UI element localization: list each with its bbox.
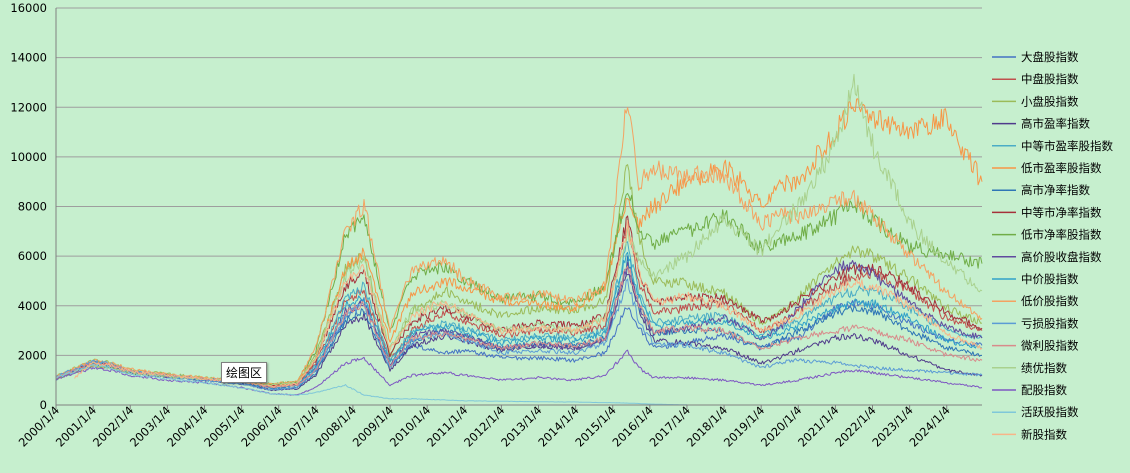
legend: 大盘股指数中盘股指数小盘股指数高市盈率指数中等市盈率股指数低市盈率股指数高市净率…	[992, 50, 1113, 441]
legend-label: 新股指数	[1021, 427, 1067, 441]
legend-label: 中等市盈率股指数	[1021, 139, 1113, 153]
legend-label: 中盘股指数	[1021, 72, 1079, 86]
legend-label: 高市净率指数	[1021, 183, 1090, 197]
legend-label: 微利股指数	[1021, 339, 1079, 353]
legend-label: 低市盈率股指数	[1021, 161, 1102, 175]
series-line	[55, 164, 983, 387]
series-line	[55, 278, 983, 391]
y-tick-label: 8000	[18, 200, 47, 214]
legend-label: 亏损股指数	[1021, 316, 1079, 330]
legend-label: 中价股指数	[1021, 272, 1079, 286]
y-tick-label: 6000	[18, 249, 47, 263]
legend-label: 低市净率股指数	[1021, 228, 1102, 242]
series-line	[55, 107, 983, 385]
legend-label: 高市盈率指数	[1021, 117, 1090, 131]
series-line	[55, 251, 982, 389]
series-line	[55, 255, 982, 390]
series-line	[55, 349, 983, 396]
y-tick-label: 16000	[10, 1, 47, 15]
y-tick-label: 12000	[10, 100, 47, 114]
series-line	[55, 98, 983, 387]
axes: 0200040006000800010000120001400016000200…	[10, 1, 982, 450]
y-tick-label: 2000	[18, 348, 47, 362]
y-tick-label: 14000	[10, 51, 47, 65]
series-line	[55, 297, 983, 389]
series-lines	[55, 73, 983, 406]
y-tick-label: 0	[40, 398, 47, 412]
legend-label: 活跃股指数	[1021, 405, 1079, 419]
series-line	[55, 215, 983, 388]
legend-label: 绩优指数	[1021, 361, 1067, 375]
legend-label: 中等市净率指数	[1021, 205, 1102, 219]
legend-label: 低价股指数	[1021, 294, 1079, 308]
y-tick-label: 4000	[18, 299, 47, 313]
gridlines	[56, 7, 982, 406]
plot-area-tooltip: 绘图区	[221, 362, 268, 383]
legend-label: 小盘股指数	[1021, 94, 1079, 108]
series-line	[55, 73, 983, 387]
legend-label: 高价股收盘指数	[1021, 250, 1102, 264]
legend-label: 大盘股指数	[1021, 50, 1079, 64]
x-tick-label: 2024/1/4	[906, 403, 952, 449]
y-tick-label: 10000	[10, 150, 47, 164]
series-line	[55, 363, 687, 406]
legend-label: 配股指数	[1021, 383, 1067, 397]
